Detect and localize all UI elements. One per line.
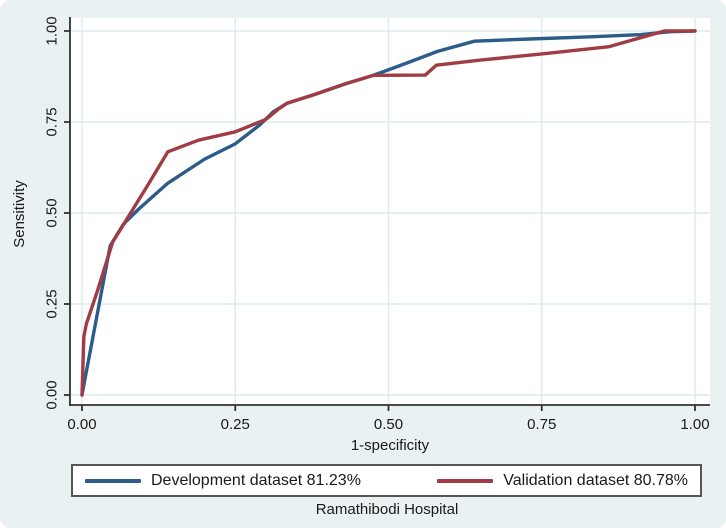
axis-layer (69, 17, 710, 406)
legend: Development dataset 81.23% Validation da… (71, 464, 702, 497)
legend-label-development: Development dataset 81.23% (151, 471, 361, 489)
legend-item-development: Development dataset 81.23% (85, 472, 361, 490)
y-tick-label: 1.00 (44, 16, 61, 45)
x-tick-label: 0.50 (374, 416, 403, 433)
x-tick-label: 1.00 (680, 416, 709, 433)
x-tick-label: 0.75 (527, 416, 556, 433)
y-tick-label: 0.25 (44, 289, 61, 318)
legend-item-validation: Validation dataset 80.78% (437, 472, 688, 490)
validation-roc-curve (80, 29, 697, 397)
x-tick-label: 0.25 (221, 416, 250, 433)
figure-caption: Ramathibodi Hospital (315, 501, 459, 518)
development-line-swatch (85, 478, 141, 483)
grid-layer (71, 18, 710, 404)
y-tick-label: 0.50 (44, 198, 61, 227)
series-layer (80, 29, 697, 397)
x-axis-title: 1-specificity (351, 437, 430, 454)
legend-label-validation: Validation dataset 80.78% (503, 471, 688, 489)
y-tick-label: 0.00 (44, 380, 61, 409)
y-axis-title: Sensitivity (11, 180, 28, 248)
plot-area (70, 18, 710, 405)
validation-line-swatch (437, 478, 494, 483)
tick-layer: 0.00 0.25 0.50 0.75 1.00 0.00 0.25 0.50 0.75 1.00 (44, 16, 710, 433)
x-tick-label: 0.00 (67, 416, 96, 433)
y-tick-label: 0.75 (44, 107, 61, 136)
